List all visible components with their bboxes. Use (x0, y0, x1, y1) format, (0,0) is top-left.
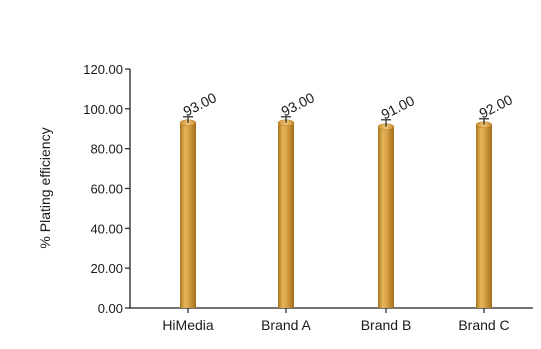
y-tick-label: 0.00 (98, 301, 123, 316)
x-tick-label: Brand A (261, 317, 311, 333)
bar (378, 126, 394, 308)
y-axis-title: % Plating efficiency (37, 127, 53, 248)
bar (180, 122, 196, 309)
axes: 0.00 20.00 40.00 60.00 80.00 100.00 120.00 HiMe… (83, 62, 533, 333)
data-label: 91.00 (378, 92, 417, 122)
bar (278, 122, 294, 309)
y-tick-label: 60.00 (90, 182, 123, 197)
y-tick-label: 80.00 (90, 142, 123, 157)
x-tick-label: Brand C (458, 317, 509, 333)
y-tick-label: 120.00 (83, 62, 123, 77)
y-tick-label: 40.00 (90, 221, 123, 236)
data-label: 93.00 (180, 89, 219, 119)
bar (476, 124, 492, 309)
x-tick-label: HiMedia (162, 317, 214, 333)
bars: 93.00 93.00 91.00 92.00 (179, 89, 515, 309)
data-label: 93.00 (278, 89, 317, 119)
y-tick-label: 100.00 (83, 102, 123, 117)
data-label: 92.00 (476, 91, 515, 121)
x-tick-label: Brand B (361, 317, 412, 333)
y-tick-label: 20.00 (90, 261, 123, 276)
